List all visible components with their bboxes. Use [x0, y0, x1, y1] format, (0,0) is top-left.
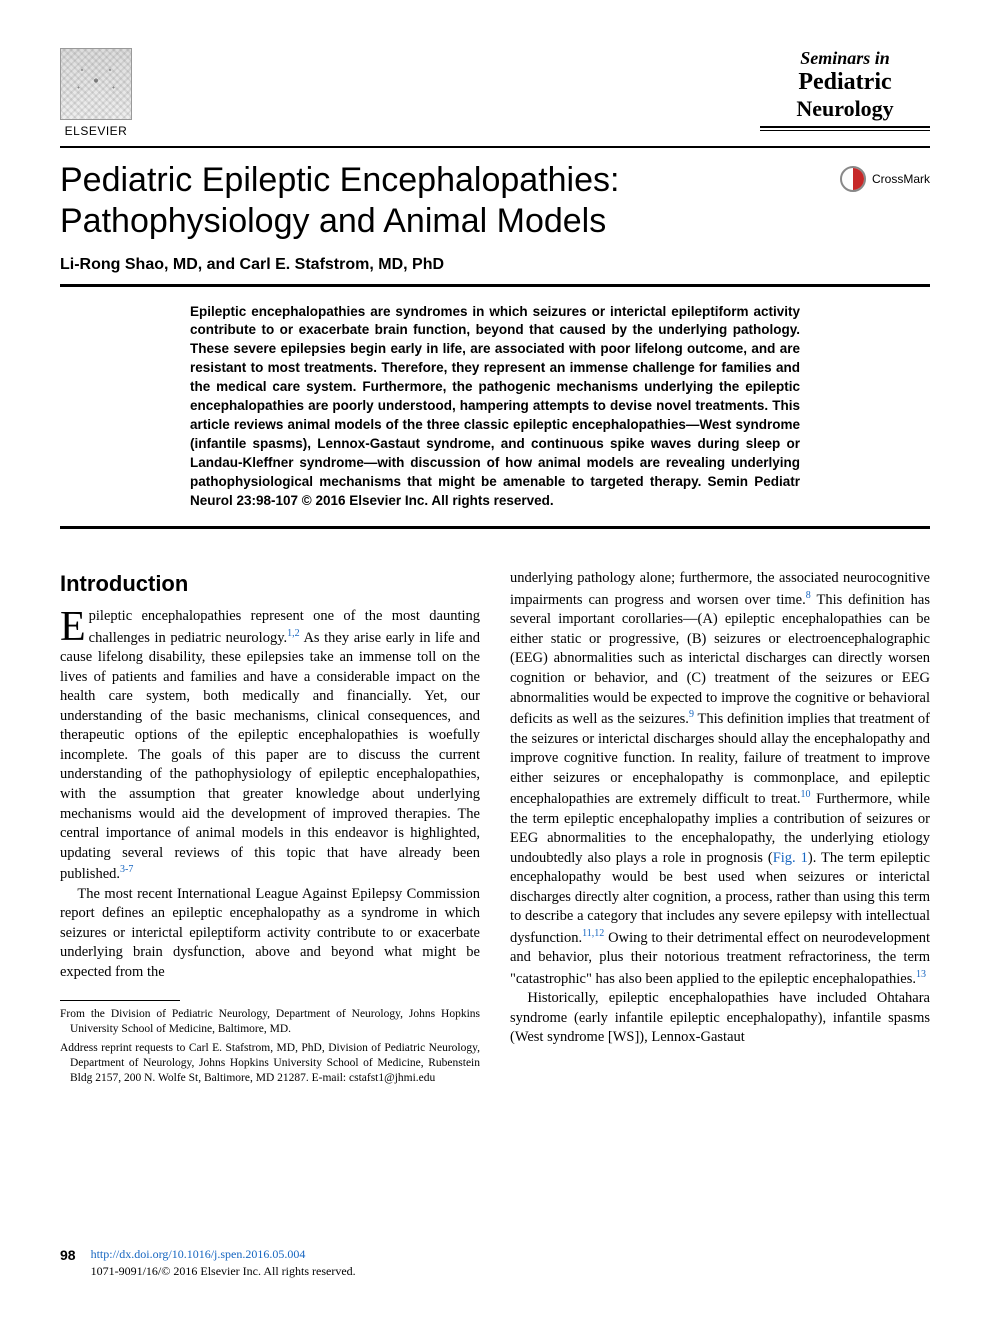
p3-b: This definition has several important co…	[510, 592, 930, 727]
p1-rest: As they arise early in life and cause li…	[60, 629, 480, 882]
footnote-rule	[60, 1000, 180, 1001]
fig-1-ref[interactable]: Fig. 1	[773, 850, 808, 866]
paragraph-3: underlying pathology alone; furthermore,…	[510, 569, 930, 989]
publisher-name: ELSEVIER	[65, 124, 128, 138]
footnote-correspondence: Address reprint requests to Carl E. Staf…	[60, 1041, 480, 1086]
authors: Li-Rong Shao, MD, and Carl E. Stafstrom,…	[60, 256, 930, 274]
page-footer: 98 http://dx.doi.org/10.1016/j.spen.2016…	[60, 1246, 356, 1280]
column-left: Introduction Epileptic encephalopathies …	[60, 569, 480, 1090]
column-right: underlying pathology alone; furthermore,…	[510, 569, 930, 1090]
body-columns: Introduction Epileptic encephalopathies …	[60, 569, 930, 1090]
doi-link[interactable]: http://dx.doi.org/10.1016/j.spen.2016.05…	[91, 1247, 306, 1261]
copyright: 1071-9091/16/© 2016 Elsevier Inc. All ri…	[91, 1264, 356, 1278]
page-header: ELSEVIER Seminars in Pediatric Neurology	[60, 48, 930, 138]
ref-3-7[interactable]: 3-7	[120, 864, 133, 875]
paragraph-4: Historically, epileptic encephalopathies…	[510, 989, 930, 1048]
crossmark-badge[interactable]: CrossMark	[840, 166, 930, 192]
publisher-logo: ELSEVIER	[60, 48, 132, 138]
journal-line-2: Pediatric	[760, 69, 930, 96]
top-rule	[60, 146, 930, 148]
journal-title-block: Seminars in Pediatric Neurology	[760, 48, 930, 131]
rule-after-abstract	[60, 526, 930, 529]
paragraph-2: The most recent International League Aga…	[60, 885, 480, 983]
paragraph-1: Epileptic encephalopathies represent one…	[60, 607, 480, 885]
article-title: Pediatric Epileptic Encephalopathies: Pa…	[60, 160, 760, 242]
journal-line-3: Neurology	[760, 96, 930, 122]
crossmark-icon	[840, 166, 866, 192]
elsevier-tree-icon	[60, 48, 132, 120]
journal-line-1: Seminars in	[760, 48, 930, 69]
abstract: Epileptic encephalopathies are syndromes…	[190, 303, 800, 511]
rule-before-abstract	[60, 284, 930, 287]
section-heading: Introduction	[60, 569, 480, 599]
ref-11-12[interactable]: 11,12	[582, 928, 604, 939]
crossmark-label: CrossMark	[872, 172, 930, 186]
journal-rule	[760, 126, 930, 131]
ref-13[interactable]: 13	[916, 969, 926, 980]
ref-10[interactable]: 10	[801, 789, 811, 800]
dropcap: E	[60, 607, 89, 646]
footnote-affiliation: From the Division of Pediatric Neurology…	[60, 1007, 480, 1037]
ref-1-2[interactable]: 1,2	[287, 628, 300, 639]
footnotes: From the Division of Pediatric Neurology…	[60, 1007, 480, 1086]
page-number: 98	[60, 1246, 76, 1266]
title-row: Pediatric Epileptic Encephalopathies: Pa…	[60, 154, 930, 256]
